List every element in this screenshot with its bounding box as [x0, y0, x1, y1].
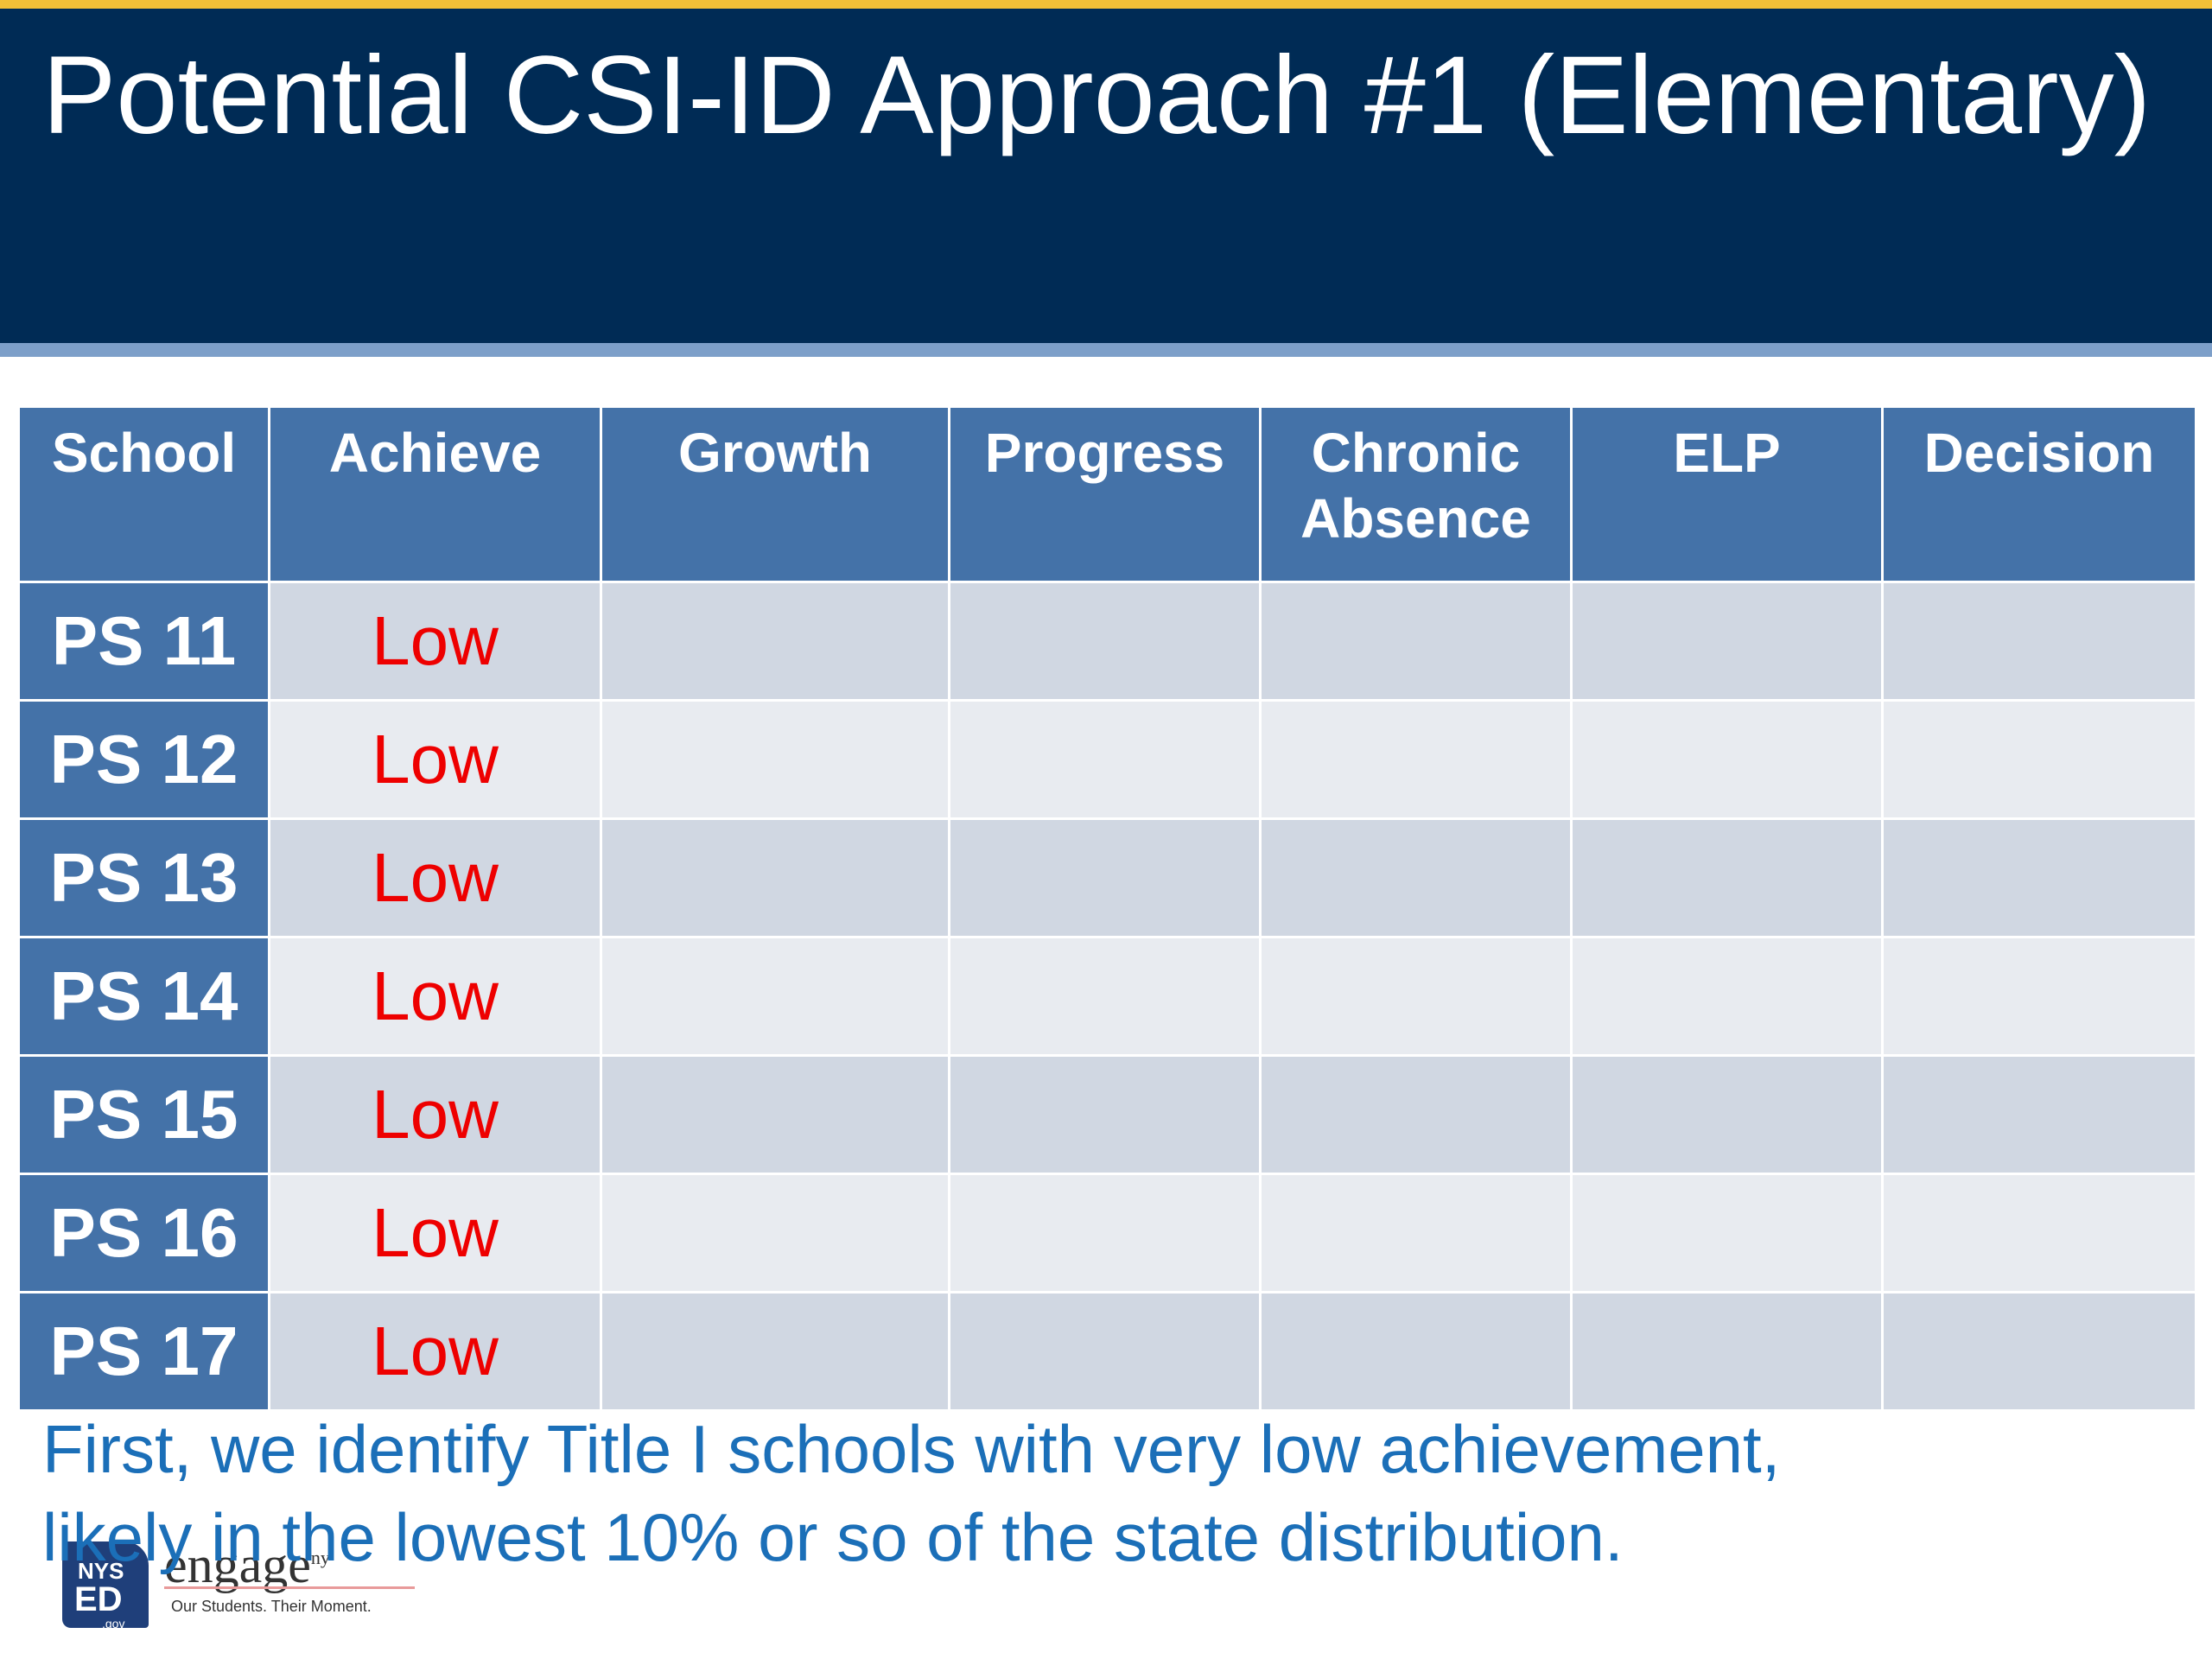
school-cell: PS 17 — [17, 1291, 270, 1412]
table-row: PS 15 Low — [17, 1054, 2197, 1175]
table-row: PS 13 Low — [17, 817, 2197, 938]
logo-wordmark-text: engage — [164, 1536, 311, 1593]
note-line-2: likely in the lowest 10% or so of the st… — [42, 1499, 1624, 1575]
elp-cell — [1570, 1173, 1884, 1294]
achieve-cell: Low — [268, 1173, 602, 1294]
growth-cell — [600, 1291, 950, 1412]
elp-cell — [1570, 699, 1884, 820]
growth-cell — [600, 936, 950, 1057]
achieve-cell: Low — [268, 936, 602, 1057]
title-banner-rule — [0, 343, 2212, 357]
decision-cell — [1881, 581, 2197, 702]
achieve-cell: Low — [268, 817, 602, 938]
school-cell: PS 11 — [17, 581, 270, 702]
chronic-absence-cell — [1259, 1054, 1573, 1175]
progress-cell — [948, 1054, 1262, 1175]
progress-cell — [948, 936, 1262, 1057]
csi-approach-table: School Achieve Growth Progress Chronic A… — [17, 405, 2197, 1412]
progress-cell — [948, 699, 1262, 820]
chronic-absence-cell — [1259, 699, 1573, 820]
header-growth: Growth — [600, 405, 950, 583]
logo-wordmark: engageny — [164, 1528, 330, 1595]
header-progress: Progress — [948, 405, 1262, 583]
decision-cell — [1881, 1173, 2197, 1294]
header-elp: ELP — [1570, 405, 1884, 583]
growth-cell — [600, 699, 950, 820]
logo-tagline: Our Students. Their Moment. — [171, 1598, 372, 1615]
decision-cell — [1881, 817, 2197, 938]
chronic-absence-cell — [1259, 936, 1573, 1057]
decision-cell — [1881, 936, 2197, 1057]
achieve-cell: Low — [268, 1291, 602, 1412]
progress-cell — [948, 817, 1262, 938]
table-row: PS 11 Low — [17, 581, 2197, 702]
elp-cell — [1570, 581, 1884, 702]
title-banner — [0, 9, 2212, 343]
header-chronic-absence: Chronic Absence — [1259, 405, 1573, 583]
note-line-1: First, we identify Title I schools with … — [42, 1411, 1781, 1487]
school-cell: PS 15 — [17, 1054, 270, 1175]
nysed-engage-logo: NYS ED .gov engageny Our Students. Their… — [62, 1528, 425, 1631]
progress-cell — [948, 581, 1262, 702]
logo-rule — [164, 1586, 415, 1589]
growth-cell — [600, 1054, 950, 1175]
decision-cell — [1881, 1291, 2197, 1412]
table-row: PS 16 Low — [17, 1173, 2197, 1294]
school-cell: PS 16 — [17, 1173, 270, 1294]
logo-state-abbr: NYS — [78, 1558, 124, 1584]
decision-cell — [1881, 1054, 2197, 1175]
school-cell: PS 13 — [17, 817, 270, 938]
header-decision: Decision — [1881, 405, 2197, 583]
chronic-absence-cell — [1259, 581, 1573, 702]
progress-cell — [948, 1173, 1262, 1294]
growth-cell — [600, 817, 950, 938]
table-row: PS 17 Low — [17, 1291, 2197, 1412]
header-school: School — [17, 405, 270, 583]
elp-cell — [1570, 817, 1884, 938]
table-row: PS 12 Low — [17, 699, 2197, 820]
logo-domain: .gov — [102, 1617, 125, 1630]
table-row: PS 14 Low — [17, 936, 2197, 1057]
header-achieve: Achieve — [268, 405, 602, 583]
nys-state-logo-icon: NYS ED .gov — [62, 1541, 149, 1630]
growth-cell — [600, 1173, 950, 1294]
elp-cell — [1570, 936, 1884, 1057]
decision-cell — [1881, 699, 2197, 820]
achieve-cell: Low — [268, 699, 602, 820]
logo-ed: ED — [74, 1580, 123, 1618]
explanatory-note: First, we identify Title I schools with … — [42, 1405, 1780, 1581]
logo-wordmark-trademark: ny — [310, 1547, 330, 1568]
school-cell: PS 14 — [17, 936, 270, 1057]
elp-cell — [1570, 1291, 1884, 1412]
top-accent-stripe — [0, 0, 2212, 9]
progress-cell — [948, 1291, 1262, 1412]
growth-cell — [600, 581, 950, 702]
chronic-absence-cell — [1259, 1173, 1573, 1294]
chronic-absence-cell — [1259, 817, 1573, 938]
achieve-cell: Low — [268, 1054, 602, 1175]
slide-title: Potential CSI-ID Approach #1 (Elementary… — [42, 34, 2152, 157]
table-header-row: School Achieve Growth Progress Chronic A… — [17, 405, 2197, 583]
elp-cell — [1570, 1054, 1884, 1175]
achieve-cell: Low — [268, 581, 602, 702]
chronic-absence-cell — [1259, 1291, 1573, 1412]
school-cell: PS 12 — [17, 699, 270, 820]
